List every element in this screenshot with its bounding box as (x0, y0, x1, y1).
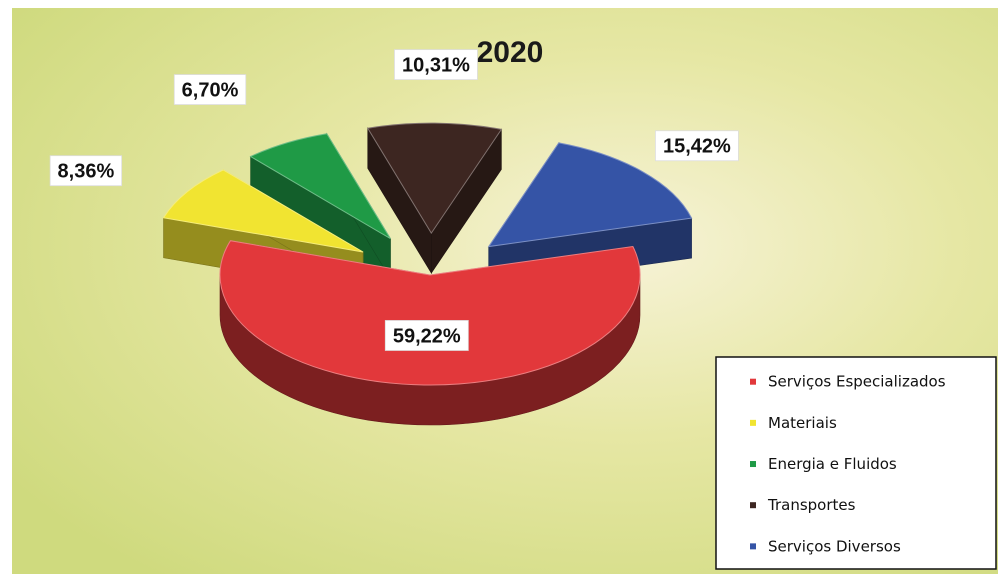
legend-swatch-servicos-especializados (750, 378, 756, 385)
legend-label-servicos-especializados: Serviços Especializados (768, 373, 946, 391)
legend-label-servicos-diversos: Serviços Diversos (768, 537, 901, 555)
legend-item-energia-e-fluidos: Energia e Fluidos (750, 455, 897, 473)
data-label-servicos-especializados: 59,22% (384, 320, 469, 351)
data-label-transportes: 10,31% (394, 49, 478, 81)
pie-slice-servicos-especializados (219, 240, 641, 426)
pie-slice-transportes (366, 122, 503, 275)
legend-label-energia-e-fluidos: Energia e Fluidos (768, 455, 897, 473)
legend-item-materiais: Materiais (750, 414, 837, 432)
svg-text:10,31%: 10,31% (402, 55, 470, 77)
svg-text:8,36%: 8,36% (58, 161, 115, 183)
legend-label-materiais: Materiais (768, 414, 837, 432)
svg-text:6,70%: 6,70% (182, 80, 239, 102)
legend-label-transportes: Transportes (767, 496, 856, 514)
chart-title: 2020 (477, 36, 544, 69)
data-label-energia-e-fluidos: 6,70% (173, 74, 247, 105)
svg-text:59,22%: 59,22% (393, 325, 461, 347)
legend: Serviços Especializados Materiais Energia … (715, 356, 997, 570)
legend-swatch-materiais (750, 419, 756, 426)
legend-item-servicos-diversos: Serviços Diversos (750, 537, 901, 555)
legend-swatch-energia-e-fluidos (750, 461, 756, 468)
legend-item-servicos-especializados: Serviços Especializados (750, 373, 946, 391)
data-label-servicos-diversos: 15,42% (655, 130, 739, 162)
legend-swatch-transportes (750, 502, 756, 509)
legend-box (715, 356, 997, 570)
data-labels: 59,22% 8,36% 6,70% 10,31% 15,42% (49, 49, 739, 351)
legend-swatch-servicos-diversos (750, 543, 756, 550)
data-label-materiais: 8,36% (49, 155, 123, 187)
pie-slices (162, 122, 693, 426)
legend-item-transportes: Transportes (750, 496, 856, 514)
svg-text:15,42%: 15,42% (663, 136, 731, 158)
